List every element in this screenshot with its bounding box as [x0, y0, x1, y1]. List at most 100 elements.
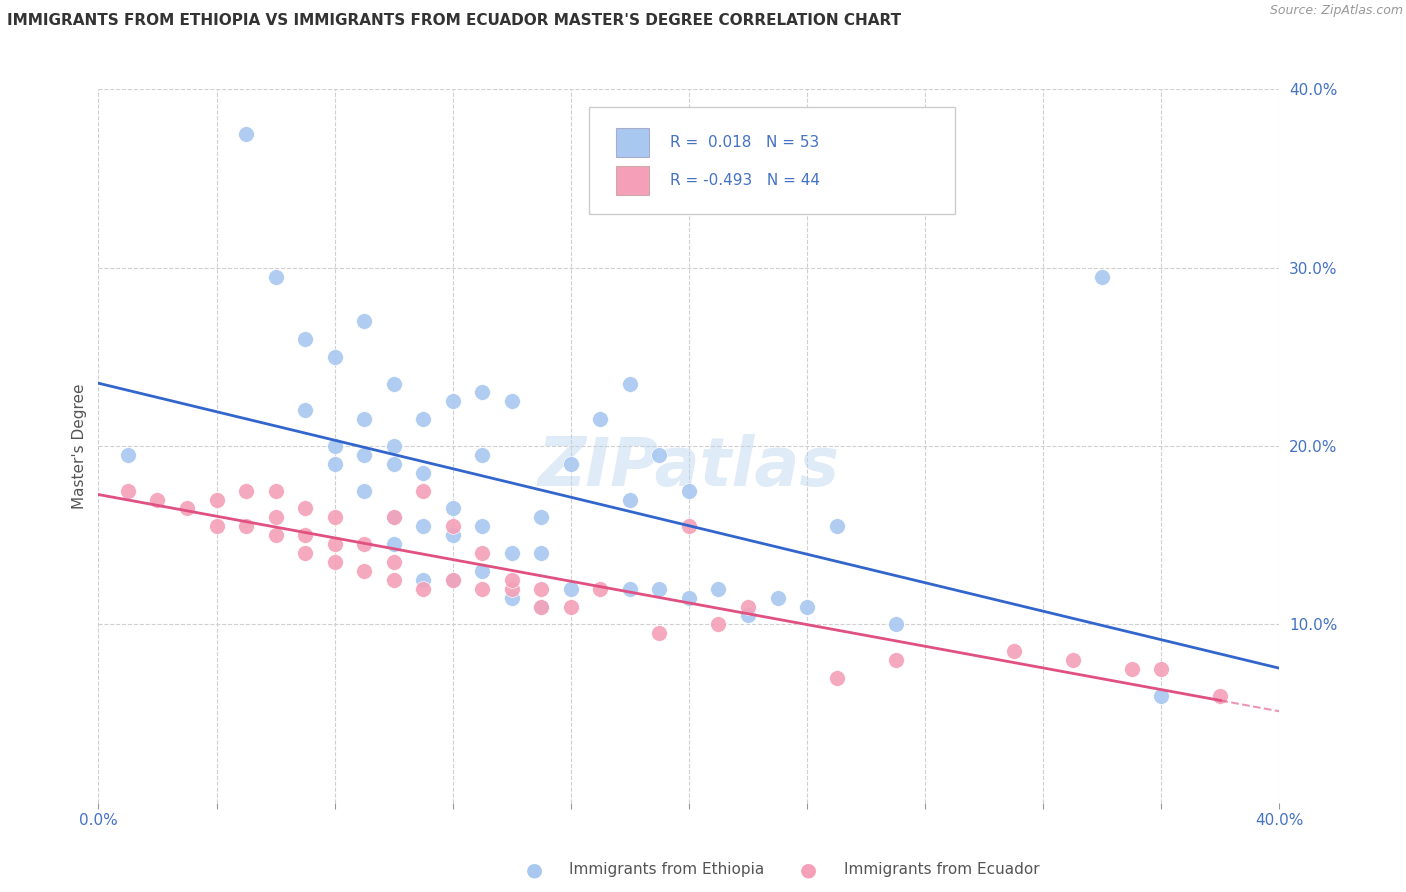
Point — [353, 483, 375, 498]
Point — [530, 510, 553, 524]
Point — [353, 412, 375, 426]
Point — [353, 564, 375, 578]
Point — [294, 403, 316, 417]
Point — [825, 519, 848, 533]
Point — [353, 537, 375, 551]
Point — [530, 582, 553, 596]
Point — [560, 457, 582, 471]
Text: Immigrants from Ethiopia: Immigrants from Ethiopia — [569, 863, 765, 877]
Point — [382, 439, 405, 453]
Point — [619, 582, 641, 596]
Bar — [616, 166, 648, 194]
Point — [678, 591, 700, 605]
Text: Source: ZipAtlas.com: Source: ZipAtlas.com — [1270, 4, 1403, 18]
Point — [323, 537, 346, 551]
Point — [412, 483, 434, 498]
Point — [412, 466, 434, 480]
Point — [323, 555, 346, 569]
Point — [382, 510, 405, 524]
Point — [353, 448, 375, 462]
Point — [471, 564, 494, 578]
Point — [382, 573, 405, 587]
Point — [117, 448, 139, 462]
Point — [146, 492, 169, 507]
Point — [560, 599, 582, 614]
Text: R =  0.018   N = 53: R = 0.018 N = 53 — [671, 136, 820, 150]
FancyBboxPatch shape — [589, 107, 955, 214]
Point — [382, 510, 405, 524]
Point — [589, 412, 612, 426]
Point — [530, 599, 553, 614]
Point — [323, 510, 346, 524]
Point — [825, 671, 848, 685]
Point — [294, 332, 316, 346]
Point — [412, 519, 434, 533]
Point — [441, 573, 464, 587]
Text: Immigrants from Ecuador: Immigrants from Ecuador — [844, 863, 1039, 877]
Point — [441, 519, 464, 533]
Point — [619, 492, 641, 507]
Point — [501, 394, 523, 409]
Point — [1209, 689, 1232, 703]
Text: ZIPatlas: ZIPatlas — [538, 434, 839, 500]
Point — [678, 483, 700, 498]
Point — [205, 519, 228, 533]
Point — [648, 448, 671, 462]
Point — [323, 457, 346, 471]
Point — [382, 457, 405, 471]
Point — [589, 582, 612, 596]
Point — [884, 617, 907, 632]
Text: ●: ● — [526, 860, 543, 880]
Point — [678, 519, 700, 533]
Point — [235, 519, 257, 533]
Point — [264, 528, 287, 542]
Point — [235, 127, 257, 141]
Point — [737, 608, 759, 623]
Point — [471, 546, 494, 560]
Text: R = -0.493   N = 44: R = -0.493 N = 44 — [671, 173, 820, 188]
Point — [441, 573, 464, 587]
Point — [1091, 269, 1114, 284]
Point — [501, 582, 523, 596]
Point — [884, 653, 907, 667]
Point — [471, 582, 494, 596]
Point — [471, 519, 494, 533]
Point — [264, 269, 287, 284]
Point — [1002, 644, 1025, 658]
Point — [530, 546, 553, 560]
Point — [501, 591, 523, 605]
Point — [1150, 689, 1173, 703]
Point — [235, 483, 257, 498]
Point — [117, 483, 139, 498]
Point — [1121, 662, 1143, 676]
Point — [441, 528, 464, 542]
Point — [382, 537, 405, 551]
Point — [294, 546, 316, 560]
Point — [382, 376, 405, 391]
Y-axis label: Master's Degree: Master's Degree — [72, 384, 87, 508]
Point — [530, 599, 553, 614]
Point — [412, 573, 434, 587]
Point — [264, 483, 287, 498]
Point — [619, 376, 641, 391]
Point — [737, 599, 759, 614]
Point — [176, 501, 198, 516]
Point — [648, 626, 671, 640]
Point — [441, 501, 464, 516]
Point — [323, 350, 346, 364]
Text: IMMIGRANTS FROM ETHIOPIA VS IMMIGRANTS FROM ECUADOR MASTER'S DEGREE CORRELATION : IMMIGRANTS FROM ETHIOPIA VS IMMIGRANTS F… — [7, 13, 901, 29]
Point — [648, 582, 671, 596]
Point — [1062, 653, 1084, 667]
Point — [796, 599, 818, 614]
Point — [560, 582, 582, 596]
Point — [501, 573, 523, 587]
Point — [412, 412, 434, 426]
Text: ●: ● — [800, 860, 817, 880]
Point — [471, 385, 494, 400]
Point — [264, 510, 287, 524]
Point — [441, 394, 464, 409]
Point — [382, 555, 405, 569]
Point — [707, 617, 730, 632]
Point — [205, 492, 228, 507]
Point — [323, 439, 346, 453]
